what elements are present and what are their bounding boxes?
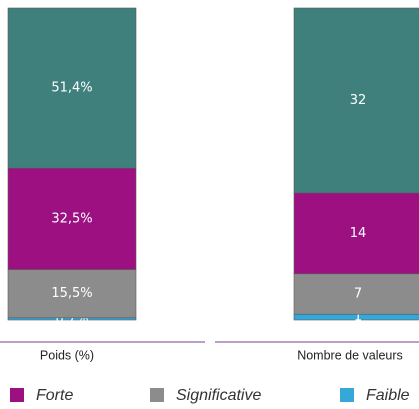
data-label: 51,4% (51, 81, 92, 96)
legend-label: Faible (366, 387, 410, 404)
bar-segment (7, 269, 137, 319)
data-label: 32,5% (51, 211, 92, 226)
legend-label: Significative (176, 387, 261, 404)
data-label: 14 (350, 226, 367, 241)
white-cover (0, 321, 419, 341)
legend-swatch (340, 388, 354, 402)
data-label: 1 (354, 310, 362, 325)
bar-segment (7, 167, 137, 270)
bar-segment (7, 7, 137, 169)
legend-label: Forte (36, 387, 73, 404)
category-label: Poids (%) (40, 348, 94, 362)
bar-segment (293, 192, 419, 275)
data-label: 15,5% (51, 286, 92, 301)
legend-swatch (150, 388, 164, 402)
data-label: 7 (354, 287, 362, 302)
legend-swatch (10, 388, 24, 402)
category-label: Nombre de valeurs (297, 348, 403, 362)
data-label: 32 (350, 93, 367, 108)
bar-segment (293, 7, 419, 194)
bar-segment (293, 273, 419, 315)
